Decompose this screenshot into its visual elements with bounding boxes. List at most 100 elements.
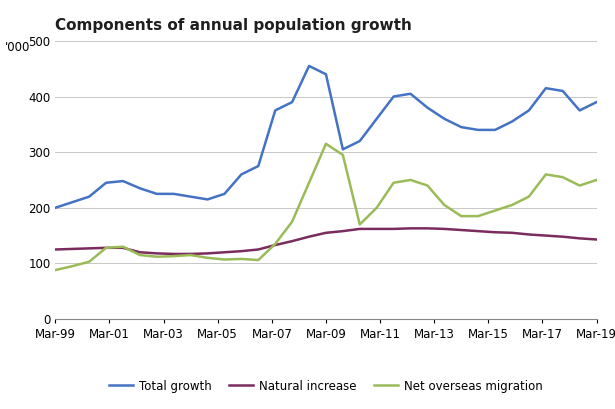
Total growth (475, 128, 482, 133)
Total growth (221, 191, 228, 196)
Net overseas migration (339, 153, 347, 157)
Net overseas migration (424, 183, 431, 188)
Net overseas migration (390, 180, 397, 185)
Net overseas migration (136, 253, 143, 258)
Line: Net overseas migration: Net overseas migration (55, 144, 597, 270)
Net overseas migration (559, 175, 566, 180)
Net overseas migration (255, 258, 262, 263)
Total growth (491, 128, 499, 133)
Net overseas migration (475, 213, 482, 218)
Total growth (508, 119, 515, 124)
Net overseas migration (440, 202, 448, 207)
Total growth (255, 164, 262, 169)
Natural increase (542, 233, 550, 238)
Natural increase (339, 229, 347, 234)
Total growth (356, 139, 363, 144)
Total growth (525, 108, 533, 113)
Net overseas migration (356, 222, 363, 227)
Natural increase (69, 247, 76, 252)
Net overseas migration (322, 142, 330, 146)
Natural increase (576, 236, 584, 241)
Total growth (576, 108, 584, 113)
Natural increase (119, 245, 127, 250)
Line: Total growth: Total growth (55, 66, 597, 208)
Natural increase (237, 249, 245, 254)
Total growth (204, 197, 212, 202)
Natural increase (508, 230, 515, 235)
Natural increase (255, 247, 262, 252)
Total growth (593, 100, 600, 105)
Total growth (119, 179, 127, 184)
Total growth (153, 191, 161, 196)
Net overseas migration (288, 219, 296, 224)
Total growth (170, 191, 177, 196)
Total growth (306, 63, 313, 68)
Total growth (542, 86, 550, 91)
Net overseas migration (508, 202, 515, 207)
Y-axis label: '000: '000 (5, 41, 30, 54)
Natural increase (204, 251, 212, 256)
Net overseas migration (271, 241, 279, 246)
Net overseas migration (542, 172, 550, 177)
Net overseas migration (153, 254, 161, 259)
Total growth (322, 72, 330, 77)
Natural increase (559, 234, 566, 239)
Total growth (424, 105, 431, 110)
Net overseas migration (204, 255, 212, 260)
Legend: Total growth, Natural increase, Net overseas migration: Total growth, Natural increase, Net over… (105, 375, 547, 398)
Total growth (458, 125, 465, 130)
Natural increase (52, 247, 59, 252)
Total growth (136, 186, 143, 191)
Natural increase (458, 227, 465, 232)
Total growth (288, 100, 296, 105)
Net overseas migration (525, 194, 533, 199)
Net overseas migration (373, 205, 380, 210)
Total growth (187, 194, 194, 199)
Natural increase (306, 234, 313, 239)
Net overseas migration (69, 264, 76, 269)
Total growth (339, 147, 347, 152)
Line: Natural increase: Natural increase (55, 228, 597, 254)
Natural increase (288, 239, 296, 244)
Total growth (373, 116, 380, 121)
Net overseas migration (52, 267, 59, 272)
Natural increase (424, 226, 431, 231)
Net overseas migration (407, 178, 415, 182)
Net overseas migration (102, 245, 110, 250)
Total growth (237, 172, 245, 177)
Natural increase (136, 250, 143, 255)
Total growth (85, 194, 93, 199)
Net overseas migration (306, 180, 313, 185)
Net overseas migration (221, 257, 228, 262)
Natural increase (85, 246, 93, 251)
Text: Components of annual population growth: Components of annual population growth (55, 18, 412, 33)
Total growth (69, 200, 76, 204)
Net overseas migration (593, 178, 600, 182)
Total growth (52, 205, 59, 210)
Natural increase (407, 226, 415, 231)
Natural increase (221, 250, 228, 255)
Net overseas migration (576, 183, 584, 188)
Natural increase (322, 230, 330, 235)
Natural increase (475, 229, 482, 234)
Net overseas migration (237, 256, 245, 261)
Natural increase (153, 251, 161, 256)
Natural increase (390, 227, 397, 231)
Natural increase (187, 252, 194, 256)
Total growth (559, 88, 566, 93)
Net overseas migration (170, 254, 177, 258)
Total growth (271, 108, 279, 113)
Total growth (102, 180, 110, 185)
Natural increase (356, 227, 363, 231)
Natural increase (373, 227, 380, 231)
Natural increase (102, 245, 110, 250)
Net overseas migration (187, 253, 194, 258)
Net overseas migration (491, 208, 499, 213)
Natural increase (271, 243, 279, 247)
Net overseas migration (85, 259, 93, 264)
Natural increase (440, 227, 448, 231)
Net overseas migration (458, 213, 465, 218)
Natural increase (525, 232, 533, 237)
Total growth (407, 91, 415, 96)
Total growth (440, 116, 448, 121)
